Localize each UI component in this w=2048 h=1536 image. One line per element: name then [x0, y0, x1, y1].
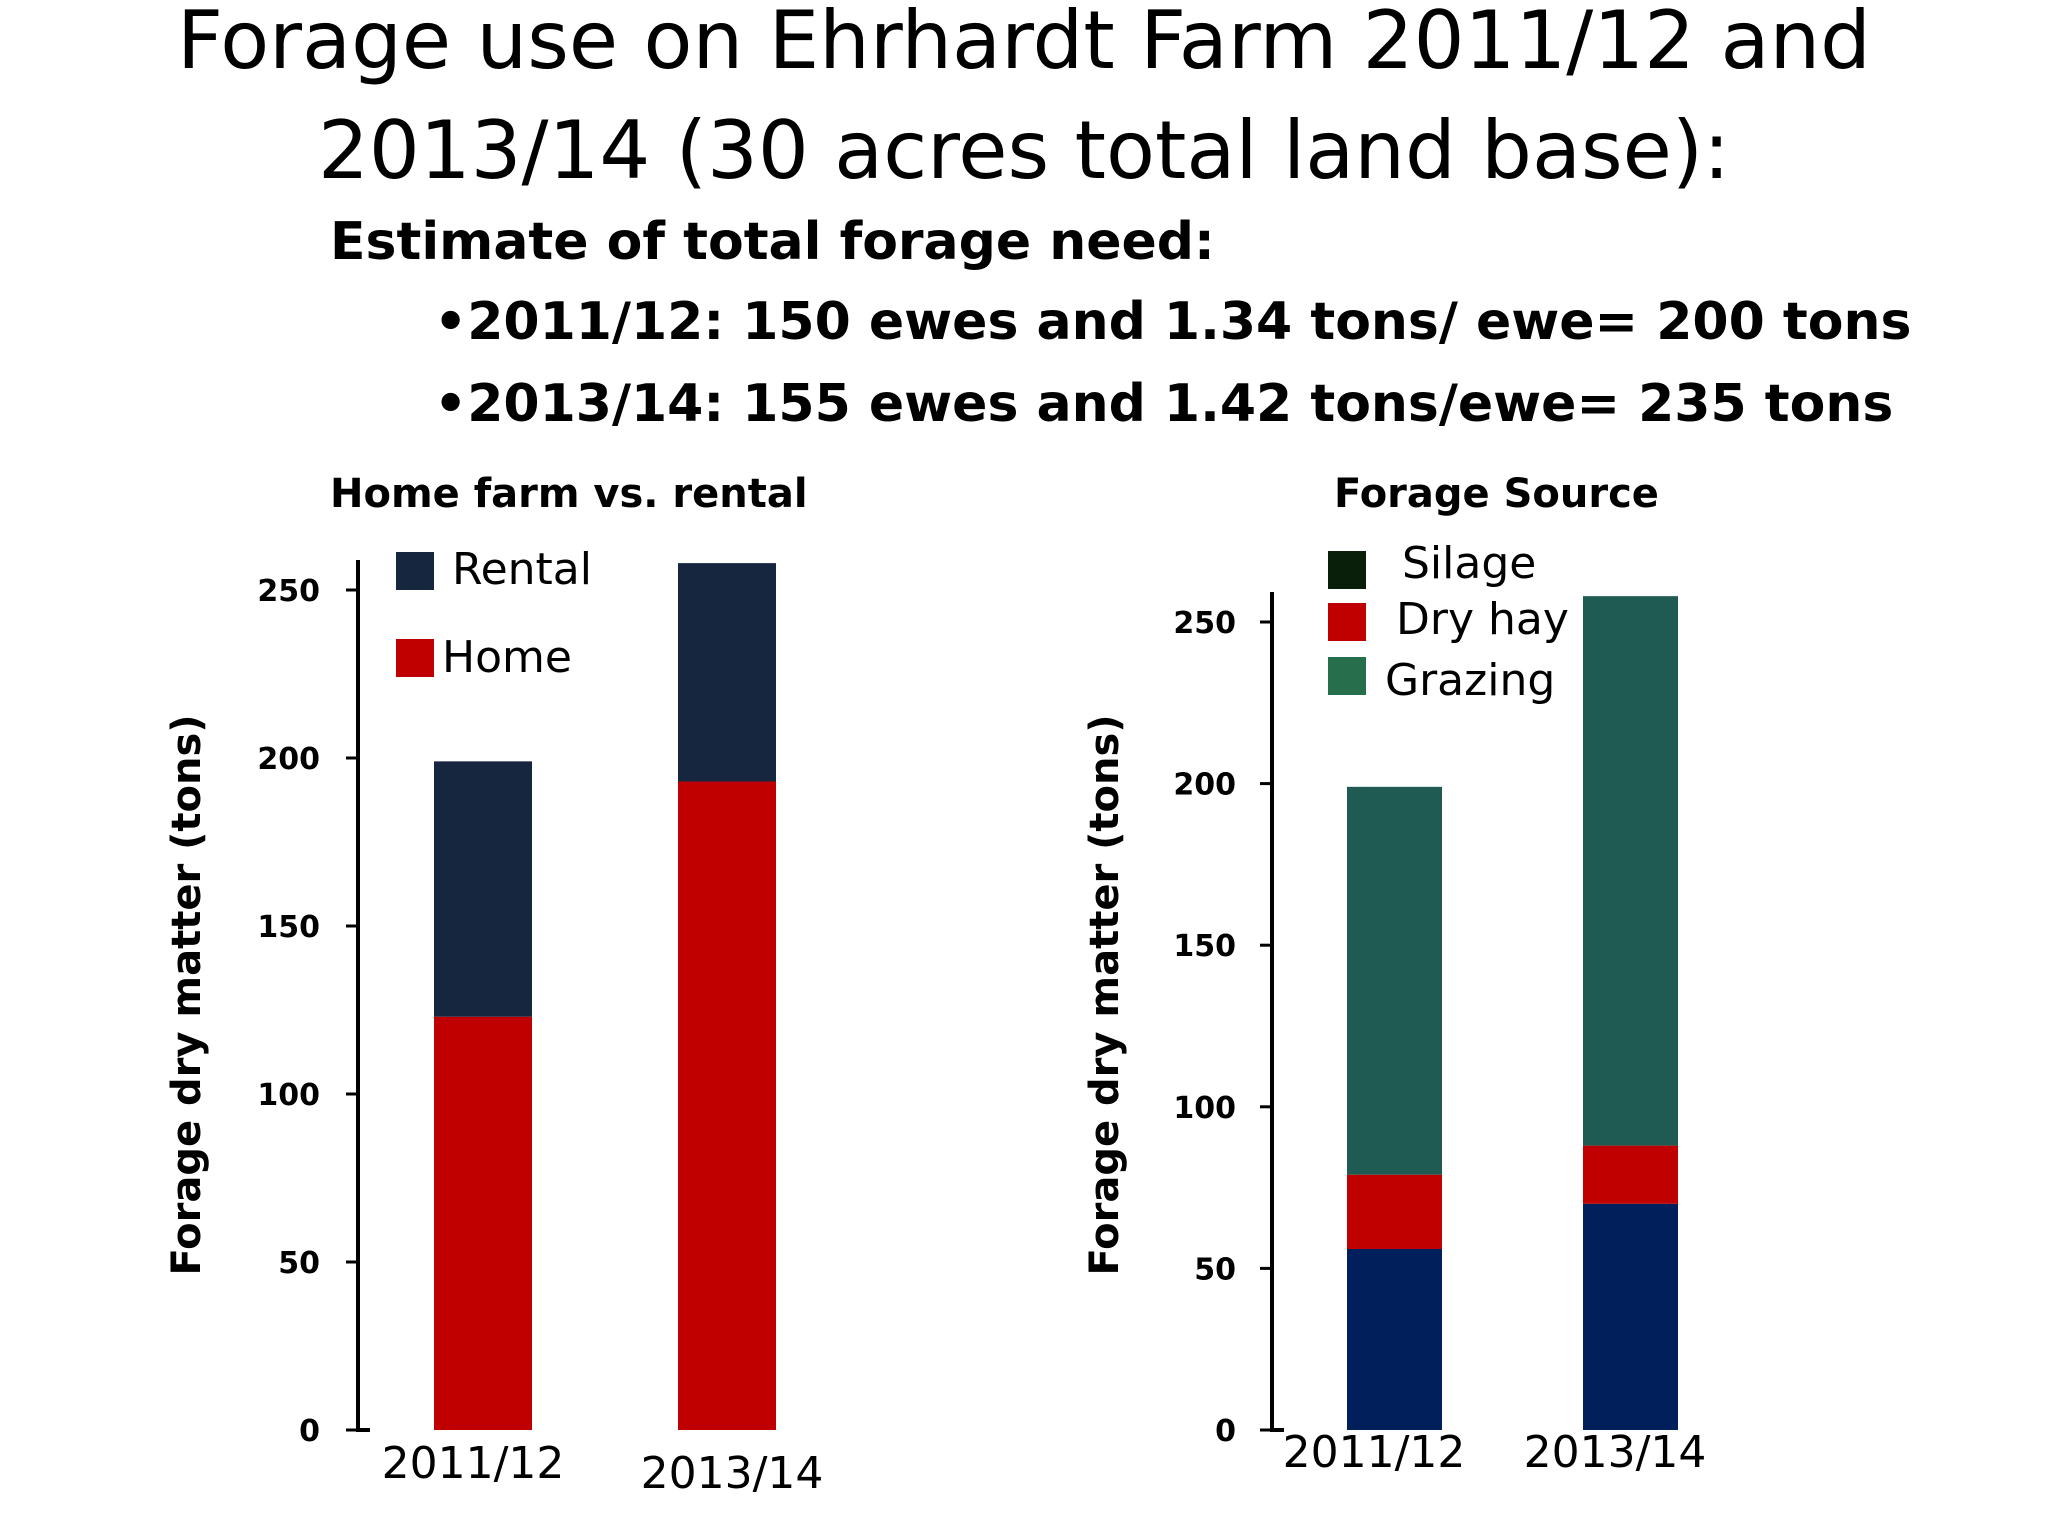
right-bar-grazing-2 — [1583, 596, 1678, 1146]
right-y-tick-label: 0 — [1215, 1414, 1236, 1449]
right-chart-title: Forage Source — [1334, 471, 1659, 517]
left-y-tick-label: 250 — [257, 574, 320, 609]
left-y-tick-label: 50 — [278, 1246, 320, 1281]
right-bar-silage-1 — [1347, 1249, 1442, 1430]
right-legend-label-grazing: Grazing — [1385, 655, 1555, 706]
left-y-tick-label: 100 — [257, 1078, 320, 1113]
left-y-tick-label: 150 — [257, 910, 320, 945]
left-x-tick-label: 2013/14 — [641, 1448, 824, 1499]
left-legend-swatch-rental — [396, 552, 434, 590]
right-y-tick-label: 200 — [1173, 768, 1236, 803]
right-y-axis-label: Forage dry matter (tons) — [1082, 714, 1128, 1275]
right-bar-dry-hay-1 — [1347, 1174, 1442, 1250]
right-legend-label-dry-hay: Dry hay — [1396, 594, 1569, 645]
estimate-bullet-2: •2013/14: 155 ewes and 1.42 tons/ewe= 23… — [434, 374, 1894, 434]
left-bar-home-2 — [678, 781, 776, 1430]
right-legend-swatch-dry-hay — [1328, 603, 1366, 641]
left-bar-rental-1 — [434, 761, 532, 1017]
estimate-bullet-1: •2011/12: 150 ewes and 1.34 tons/ ewe= 2… — [434, 292, 1912, 352]
slide-title-line-1: Forage use on Ehrhardt Farm 2011/12 and — [177, 0, 1871, 87]
right-y-tick-label: 150 — [1173, 929, 1236, 964]
right-bar-dry-hay-2 — [1583, 1145, 1678, 1204]
left-legend-label-home: Home — [442, 632, 572, 683]
right-x-tick-label: 2011/12 — [1283, 1427, 1466, 1478]
estimate-heading: Estimate of total forage need: — [330, 212, 1215, 272]
left-legend-swatch-home — [396, 639, 434, 677]
left-bar-rental-2 — [678, 563, 776, 782]
right-legend-label-silage: Silage — [1402, 538, 1536, 589]
left-y-tick-label: 0 — [299, 1414, 320, 1449]
right-legend-swatch-silage — [1328, 551, 1366, 589]
left-y-tick-label: 200 — [257, 742, 320, 777]
left-chart-title: Home farm vs. rental — [330, 471, 808, 517]
right-y-tick-label: 50 — [1194, 1252, 1236, 1287]
left-y-axis-label: Forage dry matter (tons) — [164, 714, 210, 1275]
slide-title-line-2: 2013/14 (30 acres total land base): — [317, 104, 1731, 197]
left-bar-home-1 — [434, 1016, 532, 1430]
right-bar-silage-2 — [1583, 1203, 1678, 1430]
right-bar-grazing-1 — [1347, 786, 1442, 1175]
left-legend-label-rental: Rental — [452, 544, 592, 595]
right-y-tick-label: 250 — [1173, 606, 1236, 641]
right-y-tick-label: 100 — [1173, 1091, 1236, 1126]
left-x-tick-label: 2011/12 — [382, 1438, 565, 1489]
right-x-tick-label: 2013/14 — [1524, 1427, 1707, 1478]
right-legend-swatch-grazing — [1328, 657, 1366, 695]
